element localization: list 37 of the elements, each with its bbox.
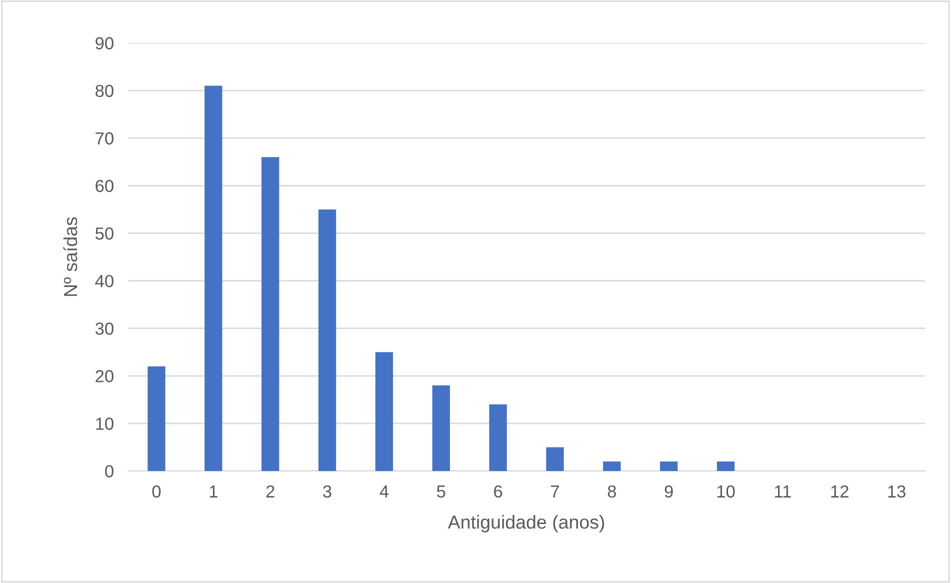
x-tick-label: 0: [152, 485, 161, 498]
y-tick-label: 50: [95, 227, 114, 240]
y-tick-label: 0: [105, 465, 114, 478]
y-tick-label: 70: [96, 132, 114, 145]
x-tick-label: 11: [774, 486, 791, 498]
y-tick-label: 10: [96, 418, 114, 430]
bar: [716, 461, 735, 471]
bar: [375, 352, 394, 471]
x-tick-label: 12: [831, 485, 848, 498]
x-tick-label: 4: [380, 486, 388, 498]
x-tick-label: 7: [551, 486, 559, 498]
x-tick-label: 8: [608, 485, 616, 498]
y-tick-label: 60: [96, 180, 114, 192]
y-tick-label: 90: [96, 37, 114, 50]
y-axis-title: Nº saídas: [63, 217, 78, 296]
bar: [262, 157, 280, 471]
bar: [603, 461, 621, 471]
x-tick-label: 9: [664, 485, 673, 498]
x-tick-label: 6: [494, 485, 502, 498]
bar: [546, 447, 564, 471]
y-tick-label: 30: [95, 322, 114, 335]
x-tick-label: 10: [717, 485, 735, 498]
bar: [318, 209, 336, 471]
bar: [204, 86, 222, 471]
bar: [148, 366, 166, 471]
x-tick-label: 13: [888, 485, 906, 498]
x-tick-label: 3: [323, 485, 332, 498]
bar: [660, 461, 678, 471]
y-tick-label: 20: [96, 370, 114, 382]
x-tick-label: 1: [210, 486, 218, 498]
y-tick-label: 40: [95, 274, 114, 288]
bar: [489, 404, 507, 471]
bar: [432, 385, 450, 471]
x-tick-label: 5: [436, 486, 446, 498]
x-tick-label: 2: [266, 485, 274, 498]
y-tick-label: 80: [96, 84, 114, 98]
x-axis-title: Antiguidade (anos): [448, 514, 604, 532]
